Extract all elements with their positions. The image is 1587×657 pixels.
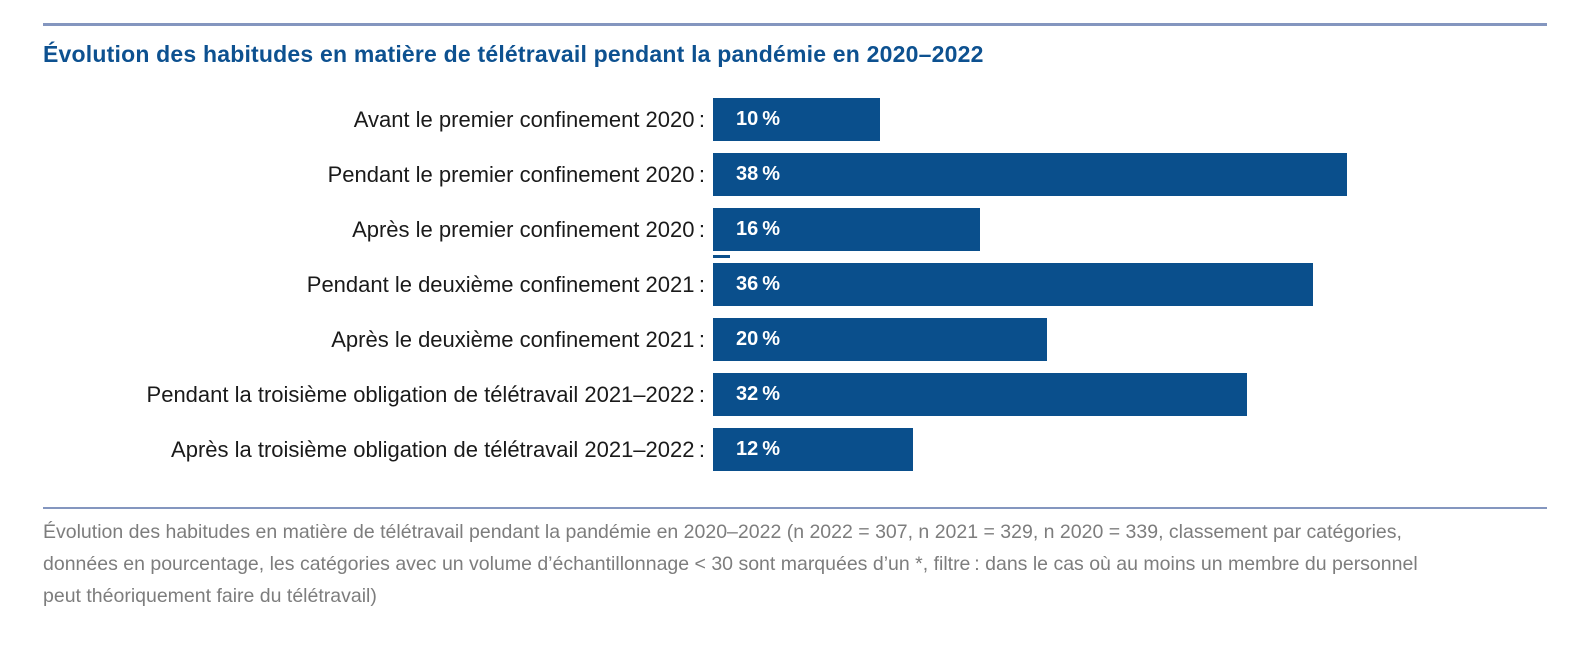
footer-divider: [43, 507, 1547, 509]
bar: 10 %: [713, 98, 880, 141]
bar: 32 %: [713, 373, 1247, 416]
chart-row: Pendant le deuxième confinement 2021 : 3…: [43, 263, 1547, 306]
bar-area: 20 %: [713, 318, 1547, 361]
footnote-line: peut théoriquement faire du télétravail): [43, 585, 377, 607]
bar-area: 36 %: [713, 263, 1547, 306]
category-label: Pendant le premier confinement 2020 :: [327, 161, 705, 187]
bar: 16 %: [713, 208, 980, 251]
bar-value-label: 38 %: [736, 163, 781, 185]
chart-row: Pendant le premier confinement 2020 : 38…: [43, 153, 1547, 196]
bar: 38 %: [713, 153, 1347, 196]
bar-area: 32 %: [713, 373, 1547, 416]
page: Évolution des habitudes en matière de té…: [0, 23, 1587, 657]
top-divider: [43, 23, 1547, 26]
category-label: Pendant la troisième obligation de télét…: [146, 381, 705, 407]
footnote-line: données en pourcentage, les catégories a…: [43, 553, 1418, 575]
bar-value-label: 10 %: [736, 108, 781, 130]
category-label: Avant le premier confinement 2020 :: [353, 106, 705, 132]
chart-row: Avant le premier confinement 2020 : 10 %: [43, 98, 1547, 141]
footnote-line: Évolution des habitudes en matière de té…: [43, 521, 1402, 543]
category-label: Après le deuxième confinement 2021 :: [331, 326, 705, 352]
bar-area: 16 %: [713, 208, 1547, 258]
bar: 12 %: [713, 428, 914, 471]
footnote: Évolution des habitudes en matière de té…: [43, 516, 1547, 612]
chart-row: Après le deuxième confinement 2021 : 20 …: [43, 318, 1547, 361]
bar-area: 38 %: [713, 153, 1547, 196]
chart-row: Après la troisième obligation de télétra…: [43, 428, 1547, 471]
bar: 20 %: [713, 318, 1047, 361]
bar-underline-mark: [713, 255, 730, 258]
chart-row: Pendant la troisième obligation de télét…: [43, 373, 1547, 416]
bar-area: 12 %: [713, 428, 1547, 471]
bar-value-label: 16 %: [736, 218, 781, 240]
bar-value-label: 12 %: [736, 438, 781, 460]
category-label: Après la troisième obligation de télétra…: [171, 436, 705, 462]
category-label: Après le premier confinement 2020 :: [352, 216, 705, 242]
page-title: Évolution des habitudes en matière de té…: [43, 41, 984, 67]
category-label: Pendant le deuxième confinement 2021 :: [306, 271, 705, 297]
chart-row: Après le premier confinement 2020 : 16 %: [43, 208, 1547, 258]
bar-value-label: 20 %: [736, 328, 781, 350]
bar-chart: Avant le premier confinement 2020 : 10 %…: [43, 98, 1547, 471]
bar-value-label: 36 %: [736, 273, 781, 295]
bar-area: 10 %: [713, 98, 1547, 141]
bar-value-label: 32 %: [736, 383, 781, 405]
bar: 36 %: [713, 263, 1314, 306]
